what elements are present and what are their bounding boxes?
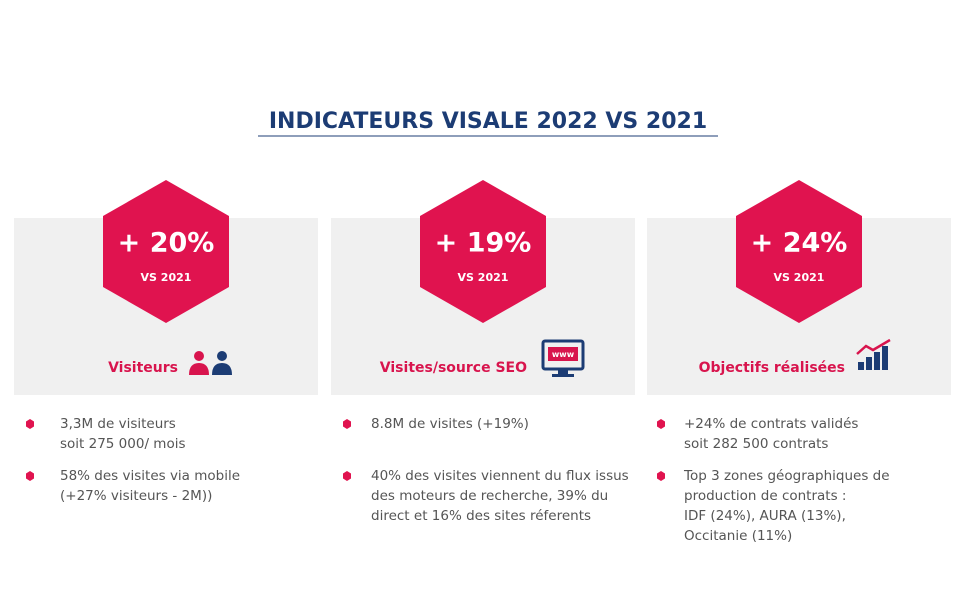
metric-value: + 20% — [118, 228, 215, 259]
hexagon — [103, 180, 229, 323]
bullet-text: IDF (24%), AURA (13%), — [684, 508, 846, 524]
growth-icon — [856, 338, 891, 370]
bullet-marker — [657, 419, 665, 429]
bullet-marker — [657, 471, 665, 481]
card-label: Visiteurs — [108, 360, 178, 376]
svg-text:www: www — [552, 350, 575, 359]
bullet-text: 3,3M de visiteurs — [60, 416, 176, 432]
metric-sub: VS 2021 — [141, 271, 192, 284]
bullet-text: Occitanie (11%) — [684, 528, 792, 544]
hexagon — [420, 180, 546, 323]
metric-value: + 24% — [751, 228, 848, 259]
bullet-marker — [343, 419, 351, 429]
visitors-icon — [189, 351, 232, 375]
metric-sub: VS 2021 — [774, 271, 825, 284]
bullet-text: (+27% visiteurs - 2M)) — [60, 488, 212, 504]
card-label: Objectifs réalisées — [699, 360, 845, 376]
bullet-marker — [26, 471, 34, 481]
metric-value: + 19% — [435, 228, 532, 259]
bullet-text: soit 275 000/ mois — [60, 436, 186, 452]
bullet-marker — [343, 471, 351, 481]
cards: + 20% VS 2021 Visiteurs 3,3M de visiteurs so… — [14, 180, 951, 544]
page-title: INDICATEURS VISALE 2022 VS 2021 — [269, 109, 707, 134]
bullet-text: +24% de contrats validés — [684, 416, 858, 432]
bullet-text: direct et 16% des sites réferents — [371, 508, 591, 524]
bullet-text: des moteurs de recherche, 39% du — [371, 488, 608, 504]
metric-sub: VS 2021 — [458, 271, 509, 284]
bullet-text: Top 3 zones géographiques de — [683, 468, 890, 484]
bullet-text: soit 282 500 contrats — [684, 436, 828, 452]
bullet-text: 58% des visites via mobile — [60, 468, 240, 484]
bullet-text: production de contrats : — [684, 488, 846, 504]
bullet-marker — [26, 419, 34, 429]
bullet-text: 8.8M de visites (+19%) — [371, 416, 529, 432]
card-label: Visites/source SEO — [380, 360, 527, 376]
seo-icon: www — [541, 339, 585, 377]
hexagon — [736, 180, 862, 323]
bullet-text: 40% des visites viennent du flux issus — [371, 468, 629, 484]
